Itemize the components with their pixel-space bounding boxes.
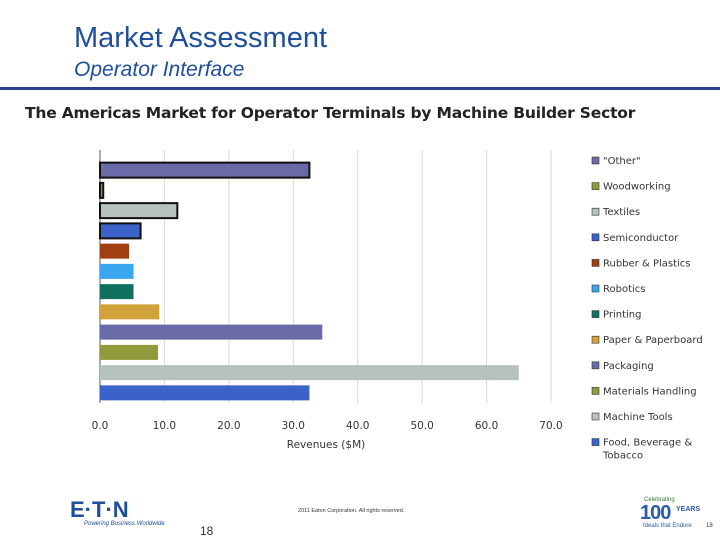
- bar-12: [100, 385, 310, 401]
- bar-10: [100, 344, 158, 360]
- legend-swatch: [591, 207, 600, 216]
- corner-page-number: 18: [706, 523, 713, 529]
- legend-swatch: [591, 259, 600, 267]
- badge-100: 100: [640, 502, 671, 524]
- legend-swatch: [591, 361, 600, 370]
- x-tick-label: 40.0: [346, 420, 369, 432]
- bar-7: [100, 284, 134, 300]
- legend-swatch: [591, 233, 600, 242]
- slide-title: Market Assessment: [74, 22, 328, 54]
- legend-swatch: [591, 335, 600, 344]
- legend-label: Rubber & Plastics: [603, 258, 691, 269]
- x-tick-label: 10.0: [153, 420, 176, 432]
- bar-11: [100, 365, 519, 381]
- legend-swatch: [591, 284, 600, 293]
- badge-tagline: Ideals that Endure: [643, 523, 692, 529]
- legend-label: Machine Tools: [603, 412, 673, 423]
- legend-label: Woodworking: [603, 182, 671, 193]
- x-tick-label: 20.0: [217, 420, 240, 432]
- legend-label: Textiles: [602, 207, 640, 218]
- legend-swatch: [591, 438, 600, 446]
- bar-3: [99, 202, 179, 220]
- legend-label: Printing: [603, 310, 641, 321]
- x-tick-label: 70.0: [539, 420, 562, 432]
- title-divider: [0, 87, 720, 90]
- legend-label: "Other": [603, 156, 641, 167]
- legend-swatch: [591, 310, 600, 318]
- copyright-text: 2011 Eaton Corporation. All rights reser…: [298, 508, 405, 514]
- page-number: 18: [200, 524, 214, 538]
- x-tick-label: 30.0: [282, 420, 305, 432]
- legend-label: Paper & Paperboard: [603, 335, 703, 346]
- legend-swatch: [591, 387, 600, 395]
- bar-5: [100, 243, 129, 259]
- legend-label: Packaging: [603, 361, 654, 372]
- x-tick-label: 0.0: [92, 420, 109, 432]
- bar-8: [100, 304, 160, 320]
- legend-swatch: [591, 412, 600, 421]
- bar-4: [99, 222, 142, 240]
- x-axis-label: Revenues ($M): [287, 439, 365, 451]
- badge-celebrating: Celebrating: [644, 497, 675, 503]
- bar-2: [99, 181, 105, 199]
- x-tick-label: 50.0: [410, 420, 433, 432]
- chart-title: The Americas Market for Operator Termina…: [25, 104, 636, 122]
- footer-tagline: Powering Business Worldwide: [84, 521, 165, 527]
- slide-subtitle: Operator Interface: [74, 58, 245, 81]
- x-tick-label: 60.0: [475, 420, 498, 432]
- bar-6: [100, 263, 134, 279]
- legend-swatch: [591, 182, 600, 190]
- legend-label: Semiconductor: [603, 233, 679, 244]
- legend-label: Food, Beverage &: [603, 438, 692, 449]
- eaton-logo-text: E·T·N: [70, 498, 129, 520]
- bar-1: [99, 161, 311, 179]
- legend-label: Tobacco: [602, 451, 643, 462]
- legend-label: Robotics: [603, 284, 646, 295]
- eaton-logo: E·T·N: [70, 498, 129, 520]
- bar-9: [100, 324, 323, 340]
- legend-swatch: [591, 156, 600, 165]
- badge-years: YEARS: [676, 506, 701, 513]
- legend-label: Materials Handling: [603, 386, 697, 397]
